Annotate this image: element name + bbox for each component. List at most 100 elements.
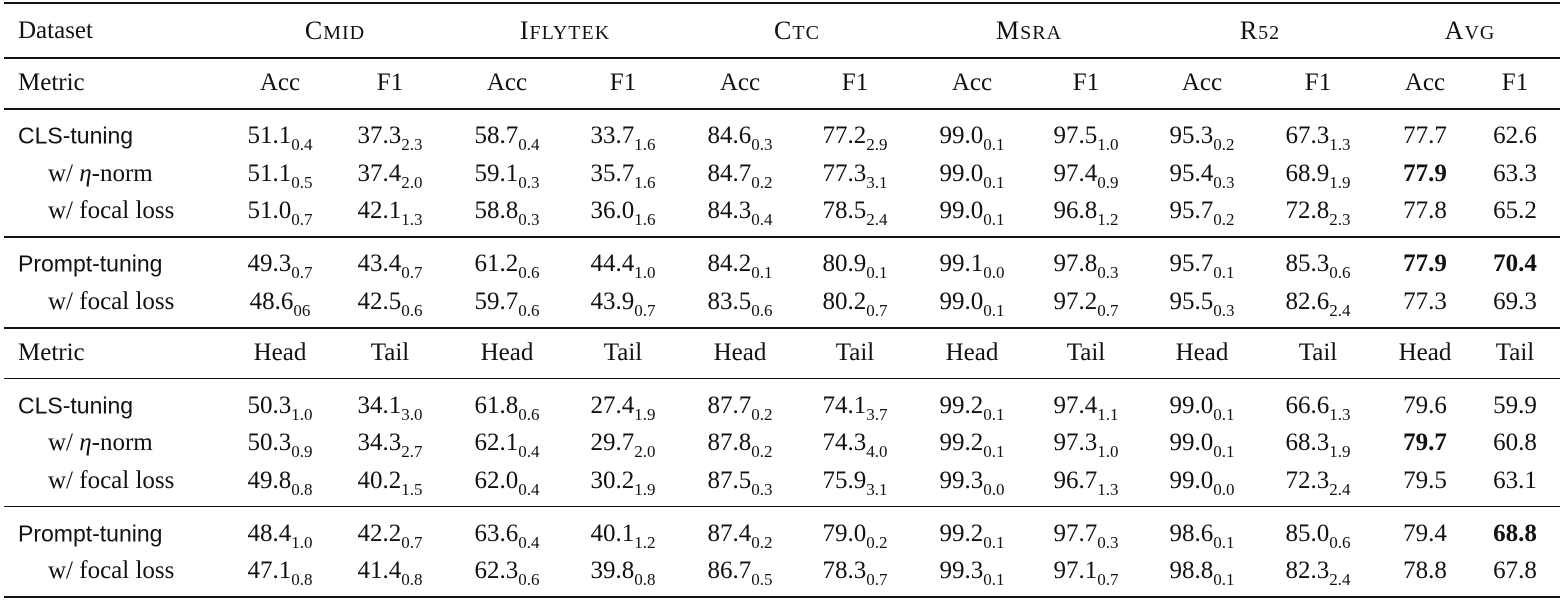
metric-cell: Tail (1066, 338, 1106, 366)
cell: 95.70.2 (1170, 197, 1235, 229)
cell: 99.10.0 (939, 250, 1005, 282)
value: 59.1 (474, 159, 519, 187)
metric-label: Metric (18, 338, 85, 366)
value: 82.3 (1285, 557, 1330, 584)
std: 0.6 (518, 263, 540, 282)
value: 30.2 (590, 466, 635, 494)
value: 99.0 (939, 197, 984, 224)
value: 43.9 (590, 287, 635, 315)
cell: 79.6 (1403, 392, 1447, 420)
value: 58.7 (474, 122, 519, 149)
metric-cell: Tail (835, 338, 875, 366)
value: 70.4 (1493, 250, 1537, 277)
value: 63.3 (1493, 159, 1537, 187)
cell: 97.41.1 (1054, 392, 1119, 424)
cell: 99.00.1 (1170, 392, 1235, 424)
rule (4, 57, 1560, 59)
header-cell: CMID (304, 16, 366, 45)
std: 0.6 (1329, 263, 1351, 282)
std: 0.3 (1097, 263, 1119, 282)
std: 1.2 (1097, 210, 1119, 229)
metric-cell: Head (253, 338, 307, 366)
value: 43.4 (357, 250, 402, 277)
std: 2.4 (1329, 570, 1351, 589)
cell: 78.8 (1403, 557, 1447, 585)
std: 1.0 (291, 404, 313, 424)
value: 42.2 (357, 519, 402, 547)
std: 0.2 (751, 172, 773, 192)
rule (4, 236, 1560, 238)
value: 77.9 (1403, 250, 1447, 277)
value: 78.3 (822, 557, 867, 584)
std: 0.6 (518, 300, 540, 320)
metric-cell: Acc (1181, 69, 1223, 96)
rule (4, 505, 1560, 507)
value: 62.6 (1493, 122, 1537, 149)
cell: 59.10.3 (474, 159, 540, 192)
value: 87.5 (707, 466, 752, 494)
cell: 79.4 (1403, 520, 1447, 548)
cell: 87.40.2 (708, 520, 773, 552)
value: 99.2 (939, 519, 984, 547)
value: 99.1 (939, 250, 984, 277)
cell: 84.30.4 (708, 197, 773, 229)
std: 1.1 (1097, 404, 1119, 424)
cell: 68.91.9 (1286, 160, 1351, 192)
std: 0.1 (983, 404, 1005, 424)
header-cell: R52 (1239, 16, 1281, 45)
cell: 95.30.2 (1170, 122, 1235, 154)
value: 33.7 (590, 122, 635, 149)
value: 48.6 (249, 287, 294, 315)
cell: 83.50.6 (708, 288, 773, 320)
value: 62.3 (474, 557, 519, 584)
cell: 99.00.1 (939, 122, 1005, 154)
cell: 77.9 (1403, 160, 1447, 188)
std: 2.4 (1329, 479, 1351, 499)
row-label: w/ focal loss (48, 466, 175, 494)
std: 0.1 (983, 442, 1005, 461)
std: 2.7 (401, 442, 423, 461)
std: 1.3 (1329, 404, 1351, 424)
value: 97.2 (1053, 287, 1098, 315)
std: 2.3 (401, 135, 423, 154)
cell: 63.1 (1493, 467, 1537, 495)
cell: 72.32.4 (1286, 467, 1351, 499)
std: 0.7 (291, 210, 313, 229)
value: 47.1 (247, 557, 292, 584)
value: 35.7 (590, 159, 635, 187)
cell: 70.4 (1493, 250, 1537, 278)
value: 97.7 (1053, 519, 1098, 547)
cell: 68.31.9 (1286, 429, 1351, 461)
cell: 36.01.6 (591, 197, 656, 229)
metric-cell: F1 (1304, 69, 1332, 96)
cell: 97.40.9 (1054, 160, 1119, 192)
cell: 51.10.4 (248, 122, 313, 154)
cell: 77.7 (1403, 122, 1447, 150)
value: 99.2 (939, 391, 984, 419)
cell: 62.10.4 (475, 429, 540, 461)
cell: 78.30.7 (822, 557, 888, 589)
cell: 34.32.7 (358, 429, 423, 461)
value: 59.9 (1493, 391, 1537, 419)
cell: 47.10.8 (247, 557, 313, 589)
cell: 30.21.9 (590, 466, 656, 499)
metric-cell: F1 (1501, 69, 1529, 96)
cell: 51.00.7 (248, 197, 313, 229)
cell: 40.11.2 (591, 520, 656, 552)
cell: 58.70.4 (474, 122, 540, 154)
metric-cell: F1 (841, 69, 869, 96)
std: 0.3 (518, 210, 540, 229)
value: 96.7 (1053, 466, 1098, 494)
cell: 65.2 (1493, 197, 1537, 225)
std: 0.8 (401, 570, 423, 589)
std: 0.5 (291, 172, 313, 192)
value: 68.8 (1493, 519, 1537, 547)
value: 42.5 (357, 287, 402, 315)
cell: 37.42.0 (358, 160, 423, 192)
value: 99.0 (939, 122, 984, 149)
value: 41.4 (357, 557, 402, 584)
std: 1.6 (634, 210, 656, 229)
std: 0.3 (1213, 300, 1235, 320)
cell: 80.20.7 (823, 288, 888, 320)
